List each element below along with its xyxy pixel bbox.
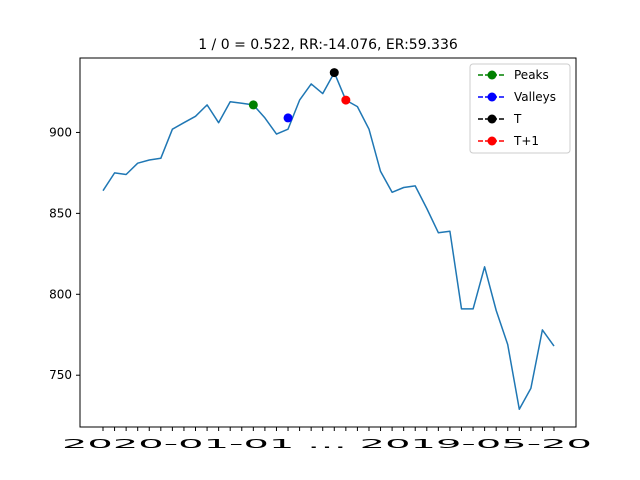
marker-t-1 xyxy=(341,95,351,105)
legend-marker-t xyxy=(487,114,497,124)
legend-marker-valleys xyxy=(487,92,497,102)
legend-label-peaks: Peaks xyxy=(514,68,549,82)
marker-valleys xyxy=(283,113,293,123)
marker-peaks xyxy=(248,100,258,110)
chart-title: 1 / 0 = 0.522, RR:-14.076, ER:59.336 xyxy=(198,37,458,53)
y-tick-label: 800 xyxy=(49,287,72,301)
legend-label-valleys: Valleys xyxy=(514,90,556,104)
legend-marker-t-1 xyxy=(487,136,497,146)
y-tick-label: 850 xyxy=(49,206,72,220)
plot-area: 750 800 850 900 2020-01-01 … 2019-05-20 xyxy=(49,57,592,451)
legend-label-t-1: T+1 xyxy=(513,134,539,148)
y-tick-label: 900 xyxy=(49,125,72,139)
legend-box xyxy=(469,63,571,154)
series-line xyxy=(102,71,555,410)
legend: Peaks Valleys T T+1 xyxy=(469,63,571,154)
marker-t xyxy=(329,68,339,78)
x-tick-labels: 2020-01-01 … 2019-05-20 xyxy=(62,437,592,451)
axes-frame xyxy=(79,57,577,428)
legend-marker-peaks xyxy=(487,70,497,80)
legend-label-t: T xyxy=(513,112,522,126)
y-tick-label: 750 xyxy=(49,368,72,382)
